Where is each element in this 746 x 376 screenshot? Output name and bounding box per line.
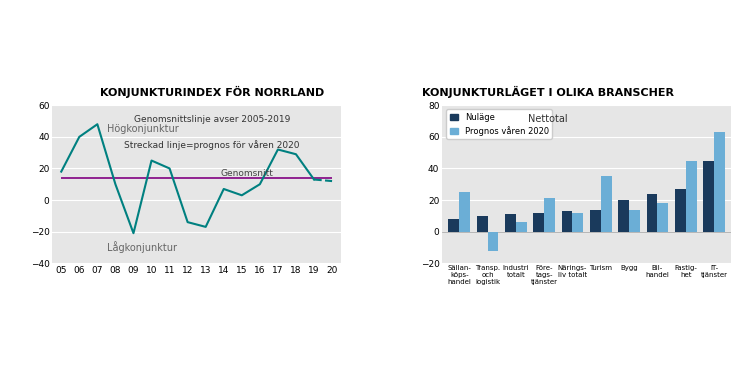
Bar: [703, 161, 714, 232]
Bar: [460, 192, 470, 232]
Text: Genomsnitt: Genomsnitt: [220, 168, 273, 177]
Text: Nettotal: Nettotal: [528, 114, 568, 124]
Text: Streckad linje=prognos för våren 2020: Streckad linje=prognos för våren 2020: [124, 141, 299, 150]
Bar: [686, 161, 697, 232]
Text: KONJUNKTURLÄGET I OLIKA BRANSCHER: KONJUNKTURLÄGET I OLIKA BRANSCHER: [421, 86, 674, 98]
Bar: [601, 176, 612, 232]
Legend: Nuläge, Prognos våren 2020: Nuläge, Prognos våren 2020: [446, 109, 552, 139]
Bar: [515, 222, 527, 232]
Bar: [448, 219, 460, 232]
Bar: [544, 199, 555, 232]
Bar: [629, 209, 640, 232]
Bar: [657, 203, 668, 232]
Bar: [590, 209, 601, 232]
Text: KONJUNKTURINDEX FÖR NORRLAND: KONJUNKTURINDEX FÖR NORRLAND: [100, 86, 324, 98]
Text: Högkonjunktur: Högkonjunktur: [107, 124, 178, 134]
Bar: [505, 214, 515, 232]
Bar: [618, 200, 629, 232]
Bar: [714, 132, 725, 232]
Bar: [477, 216, 488, 232]
Bar: [562, 211, 572, 232]
Bar: [533, 213, 544, 232]
Bar: [647, 194, 657, 232]
Bar: [675, 189, 686, 232]
Text: Lågkonjunktur: Lågkonjunktur: [107, 241, 178, 253]
Bar: [488, 232, 498, 250]
Text: Genomsnittslinje avser 2005-2019: Genomsnittslinje avser 2005-2019: [134, 115, 290, 124]
Bar: [572, 213, 583, 232]
